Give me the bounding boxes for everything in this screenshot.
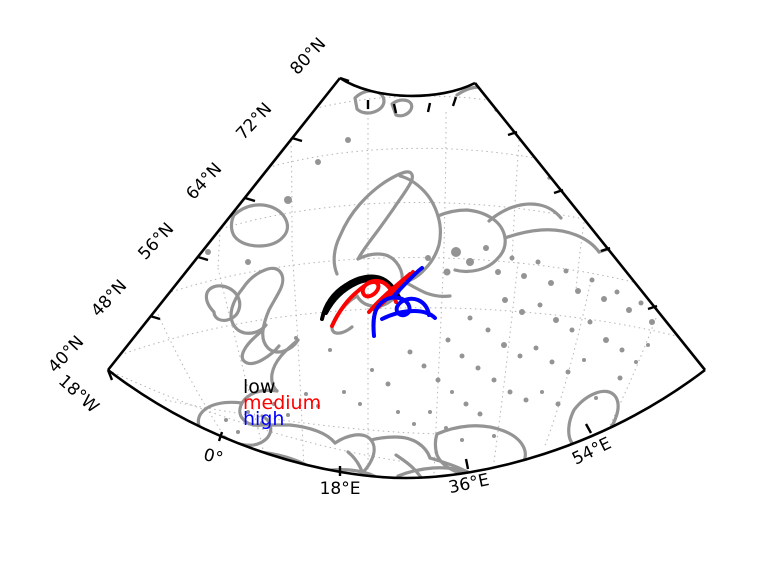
lon-tick-label: 54°E [569,434,615,470]
high-trajectory-a [371,295,431,338]
lat-tick-label: 72°N [232,99,276,144]
lon-tick-label: 18°E [320,479,361,499]
map-border [106,76,707,480]
high-trajectory-c [392,266,424,298]
high-trajectory-b [380,309,437,321]
medium-trajectory-a [330,278,398,328]
lat-tick-label: 48°N [87,276,131,321]
inland-lakes [205,137,655,442]
lon-tick-label: 18°W [54,371,102,417]
legend-label-high: high [243,408,284,430]
legend-label-medium: medium [243,392,321,414]
lat-tick-label: 64°N [182,159,226,204]
lat-tick-label: 40°N [44,332,88,377]
legend-label-low: low [243,376,275,398]
lat-tick-label: 80°N [286,34,330,79]
latitude-labels: 80°N72°N64°N56°N48°N 40°N [44,34,330,377]
axis-ticks [106,76,658,476]
trajectory-group [320,266,437,338]
lat-tick-label: 56°N [134,219,178,264]
lon-tick-label: 0° [201,445,225,469]
graticule-lines [108,95,705,478]
